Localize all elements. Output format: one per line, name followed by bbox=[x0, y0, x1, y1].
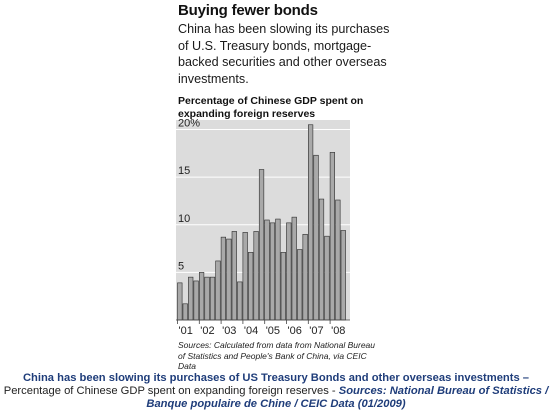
bar bbox=[329, 152, 336, 321]
bar bbox=[307, 124, 314, 321]
bar bbox=[313, 154, 319, 321]
bar bbox=[182, 303, 188, 321]
bar-chart: 5 10 15 20% '01 '02 '03 '04 '05 '06 '07 '08 bbox=[176, 118, 350, 337]
bar bbox=[215, 260, 221, 321]
x-tick-label: '02 bbox=[200, 325, 214, 337]
y-tick-label: 5 bbox=[178, 260, 184, 272]
bar bbox=[204, 276, 210, 321]
x-tick-label: '06 bbox=[288, 325, 302, 337]
bar bbox=[297, 249, 303, 321]
x-tick-label: '07 bbox=[309, 325, 323, 337]
caption-description: Percentage of Chinese GDP spent on expan… bbox=[3, 385, 339, 397]
caption-line-1: China has been slowing its purchases of … bbox=[22, 372, 530, 384]
bar bbox=[220, 236, 227, 321]
x-tick-label: '01 bbox=[179, 325, 193, 337]
bar bbox=[286, 222, 292, 321]
chart-subtitle: China has been slowing its purchases of … bbox=[178, 22, 390, 86]
chart-title: Buying fewer bonds bbox=[178, 2, 318, 19]
y-tick-label: 20% bbox=[178, 118, 200, 130]
bar bbox=[177, 282, 183, 321]
bar bbox=[199, 272, 205, 321]
x-tick-label: '04 bbox=[244, 325, 258, 337]
caption-source-continued: Banque populaire de Chine / CEIC Data (0… bbox=[146, 398, 406, 410]
chart-label: Percentage of Chinese GDP spent on expan… bbox=[178, 95, 364, 120]
bar bbox=[193, 280, 199, 321]
bar bbox=[237, 281, 243, 321]
bar bbox=[258, 169, 265, 321]
bar bbox=[242, 232, 248, 321]
bar bbox=[318, 198, 325, 321]
bar bbox=[324, 235, 330, 321]
bar bbox=[280, 252, 286, 321]
x-tick-label: '03 bbox=[222, 325, 236, 337]
bar bbox=[275, 218, 281, 321]
bar bbox=[291, 216, 297, 321]
caption-line-2: Percentage of Chinese GDP spent on expan… bbox=[0, 385, 552, 398]
x-tick-label: '08 bbox=[331, 325, 345, 337]
bar bbox=[302, 233, 308, 321]
x-tick-labels: '01 '02 '03 '04 '05 '06 '07 '08 bbox=[177, 320, 345, 337]
source-note: Sources: Calculated from data from Natio… bbox=[178, 340, 376, 371]
figure-caption: China has been slowing its purchases of … bbox=[0, 372, 552, 411]
x-tick-label: '05 bbox=[266, 325, 280, 337]
bar bbox=[248, 252, 254, 321]
y-tick-label: 10 bbox=[178, 213, 190, 225]
y-tick-label: 15 bbox=[178, 165, 190, 177]
bar bbox=[188, 276, 194, 321]
bar bbox=[335, 199, 341, 321]
bar bbox=[253, 231, 259, 321]
bar bbox=[231, 231, 237, 321]
bar bbox=[340, 230, 346, 321]
caption-source: Sources: National Bureau of Statistics / bbox=[338, 385, 549, 397]
y-tick-labels: 5 10 15 20% bbox=[178, 118, 200, 273]
bar bbox=[264, 219, 270, 321]
bar bbox=[226, 238, 232, 321]
bar bbox=[209, 276, 216, 321]
bar bbox=[269, 222, 276, 321]
